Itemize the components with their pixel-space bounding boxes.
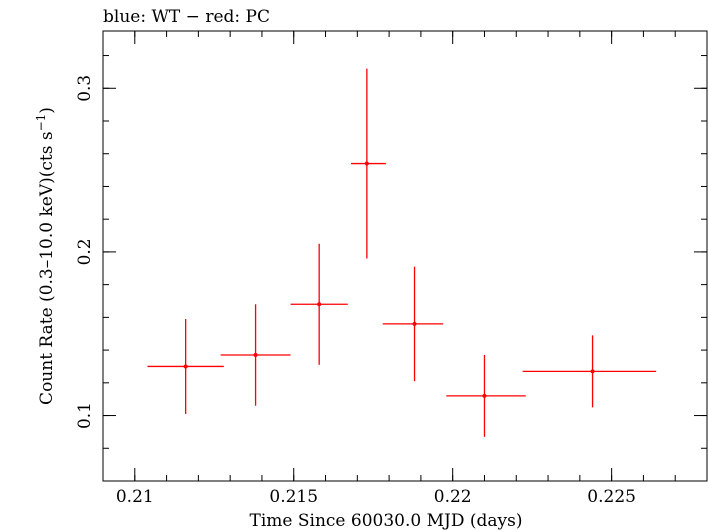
data-marker: [590, 369, 595, 374]
axis-ticks: [102, 31, 708, 482]
axis-tick-labels: 0.21 0.215 0.22 0.225 0.1 0.2 0.3: [75, 75, 636, 507]
y-tick-label: 0.2: [75, 238, 95, 265]
x-tick-label: 0.225: [587, 487, 636, 507]
x-axis-label: Time Since 60030.0 MJD (days): [250, 511, 523, 531]
data-series: [147, 68, 657, 437]
y-axis-label-main: Count Rate (0.3–10.0 keV)(cts s: [37, 131, 57, 405]
x-tick-label: 0.215: [269, 487, 318, 507]
data-marker: [317, 302, 322, 307]
y-tick-label: 0.3: [75, 75, 95, 102]
data-marker: [412, 321, 417, 326]
x-tick-label: 0.22: [434, 487, 472, 507]
data-point: [147, 319, 224, 414]
y-tick-label: 0.1: [75, 402, 95, 429]
data-point: [290, 243, 348, 365]
y-axis-label-superscript: −1: [34, 114, 48, 132]
plot-frame: [102, 30, 708, 482]
data-point: [220, 304, 291, 406]
data-point: [350, 68, 386, 259]
data-marker: [183, 364, 188, 369]
data-point: [522, 335, 657, 408]
data-point: [446, 355, 526, 437]
data-marker: [364, 161, 369, 166]
y-axis-label-close: ): [37, 107, 57, 114]
x-tick-label: 0.21: [116, 487, 154, 507]
data-point: [382, 266, 444, 382]
data-marker: [482, 393, 487, 398]
chart-title: blue: WT − red: PC: [103, 7, 270, 27]
y-axis-label: Count Rate (0.3–10.0 keV)(cts s−1): [34, 107, 57, 405]
data-marker: [253, 353, 258, 357]
